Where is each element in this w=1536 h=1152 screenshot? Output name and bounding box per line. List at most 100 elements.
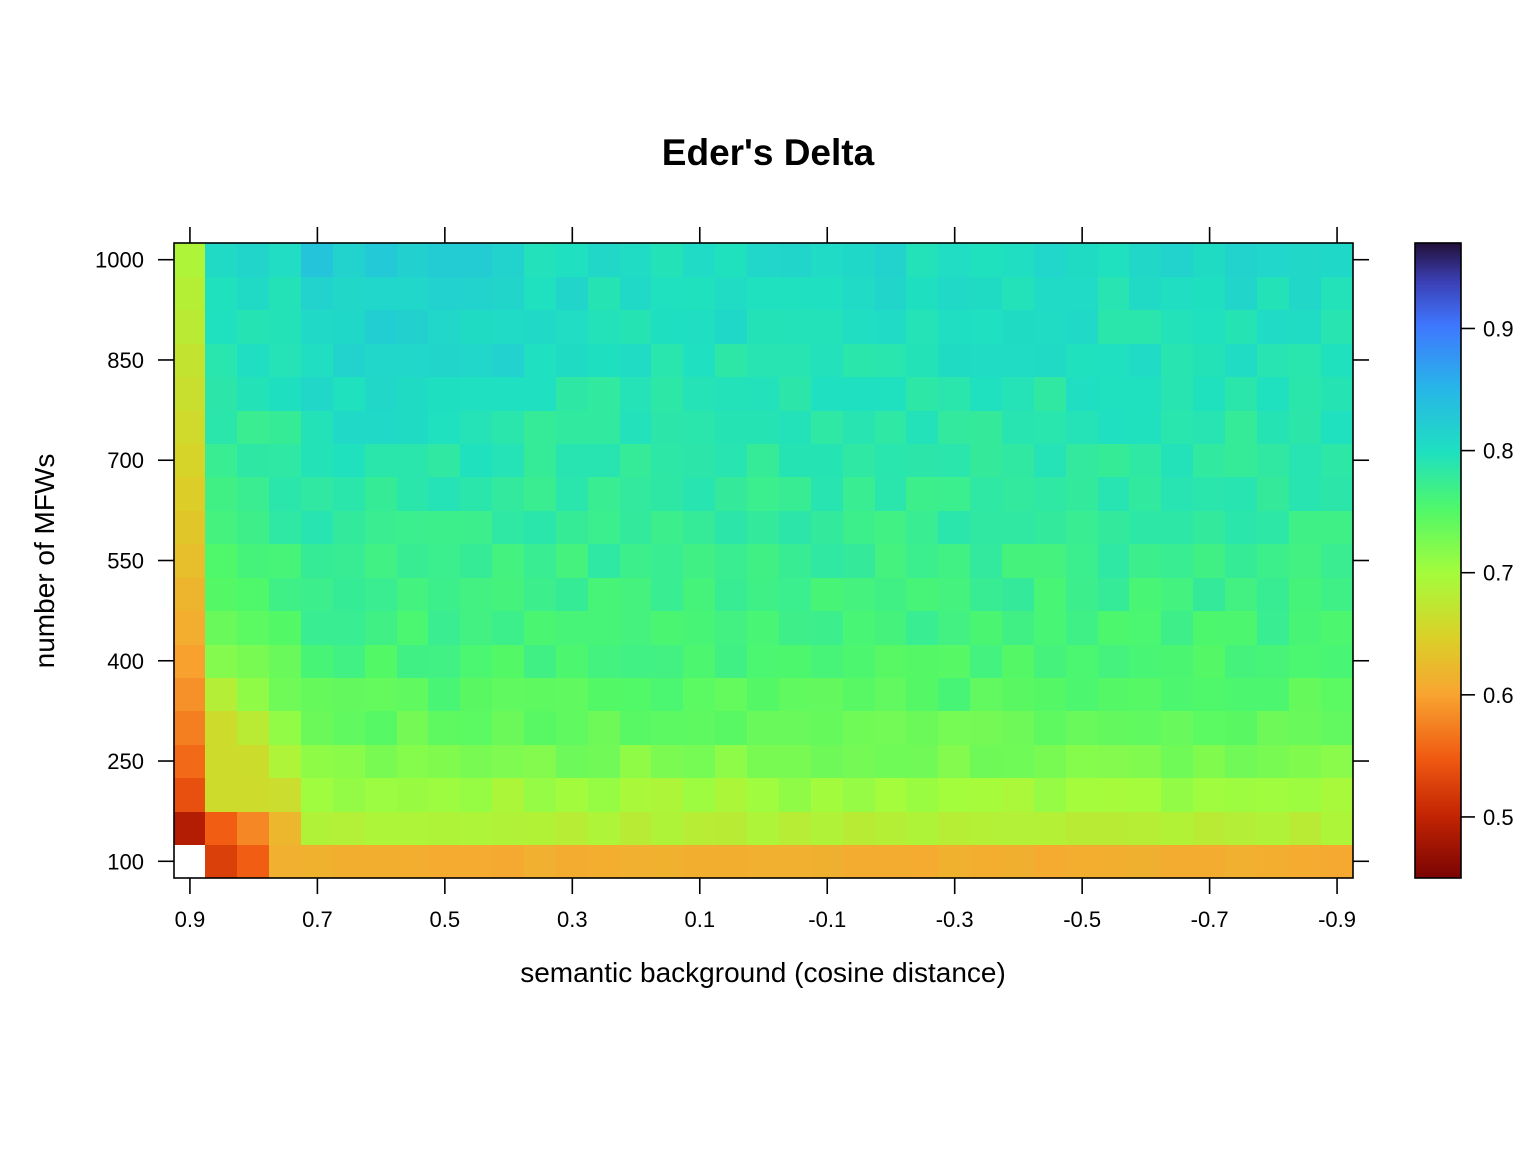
heatmap-cell [269,610,302,645]
heatmap-cell [301,309,334,344]
heatmap-cell [683,343,716,377]
heatmap-cell [460,376,493,411]
heatmap-cell [365,410,398,444]
heatmap-cell [938,744,971,778]
heatmap-cell [651,309,684,344]
heatmap-cell [556,777,589,812]
heatmap-cell [492,844,525,878]
heatmap-cell [620,343,652,377]
heatmap-cell [683,543,716,578]
heatmap-cell [1129,510,1162,544]
heatmap-cell [938,309,971,344]
heatmap-cell [970,610,1003,645]
heatmap-cell [906,543,939,578]
heatmap-cell [237,710,270,745]
heatmap-cell [333,276,366,310]
heatmap-cell [970,510,1003,544]
heatmap-cell [397,811,429,845]
heatmap-cell [779,577,812,611]
heatmap-cell [811,343,844,377]
heatmap-cell [715,410,748,444]
heatmap-cell [1193,343,1226,377]
heatmap-cell [1289,811,1322,845]
heatmap-cell [875,710,907,745]
heatmap-cell [875,476,907,511]
heatmap-cell [843,410,876,444]
heatmap-cell [683,309,716,344]
heatmap-cell [1129,276,1162,310]
heatmap-cell [365,376,398,411]
heatmap-cell [1034,243,1067,277]
heatmap-cell [1002,343,1035,377]
heatmap-cell [237,309,270,344]
heatmap-cell [811,510,844,544]
heatmap-cell [428,443,461,477]
heatmap-cell [1066,610,1099,645]
heatmap-cell [174,376,206,411]
heatmap-cell [1193,376,1226,411]
heatmap-cell [333,376,366,411]
heatmap-cell [1002,510,1035,544]
heatmap-cell [333,443,366,477]
heatmap-cell [1257,343,1290,377]
heatmap-cell [747,777,780,812]
heatmap-cell [1161,510,1194,544]
heatmap-cell [556,410,589,444]
heatmap-cell [620,243,652,277]
heatmap-cell [397,309,429,344]
heatmap-cell [875,376,907,411]
heatmap-cell [1161,644,1194,678]
heatmap-cell [365,610,398,645]
heatmap-cell [715,510,748,544]
heatmap-cell [269,443,302,477]
heatmap-cell [1257,844,1290,878]
heatmap-cell [524,777,557,812]
heatmap-cell [492,610,525,645]
heatmap-cell [906,410,939,444]
heatmap-cell [269,276,302,310]
heatmap-cell [365,243,398,277]
heatmap-cell [1129,744,1162,778]
heatmap-cell [1289,343,1322,377]
heatmap-cell [1161,276,1194,310]
heatmap-cell [1321,543,1353,578]
heatmap-cell [237,443,270,477]
heatmap-cell [205,543,238,578]
heatmap-cell [588,476,621,511]
heatmap-cell [651,677,684,711]
heatmap-cell [365,811,398,845]
heatmap-cell [397,677,429,711]
heatmap-cell [492,343,525,377]
heatmap-cell [460,577,493,611]
heatmap-cell [1098,276,1130,310]
x-tick-label: 0.3 [557,907,588,932]
heatmap-cell [460,543,493,578]
heatmap-cell [269,410,302,444]
heatmap-cell [1066,577,1099,611]
heatmap-cell [301,844,334,878]
heatmap-cell [269,677,302,711]
heatmap-cell [1066,811,1099,845]
heatmap-cell [1289,644,1322,678]
heatmap-cell [970,243,1003,277]
colorbar-ticks: 0.5 0.6 0.7 0.8 0.9 [1461,316,1514,830]
heatmap-cell [1257,677,1290,711]
heatmap-cell [492,777,525,812]
heatmap-cell [715,844,748,878]
heatmap-cell [174,309,206,344]
heatmap-cell [651,476,684,511]
heatmap-cell [779,276,812,310]
heatmap-cell [205,309,238,344]
heatmap-cell [1129,644,1162,678]
heatmap-cell [492,577,525,611]
heatmap-cell [397,343,429,377]
heatmap-cell [875,811,907,845]
heatmap-cell [1002,543,1035,578]
heatmap-cell [1129,476,1162,511]
heatmap-cell [237,744,270,778]
heatmap-cell [875,276,907,310]
heatmap-cell [1193,577,1226,611]
heatmap-cell [651,243,684,277]
heatmap-cell [492,276,525,310]
heatmap-cell [365,644,398,678]
